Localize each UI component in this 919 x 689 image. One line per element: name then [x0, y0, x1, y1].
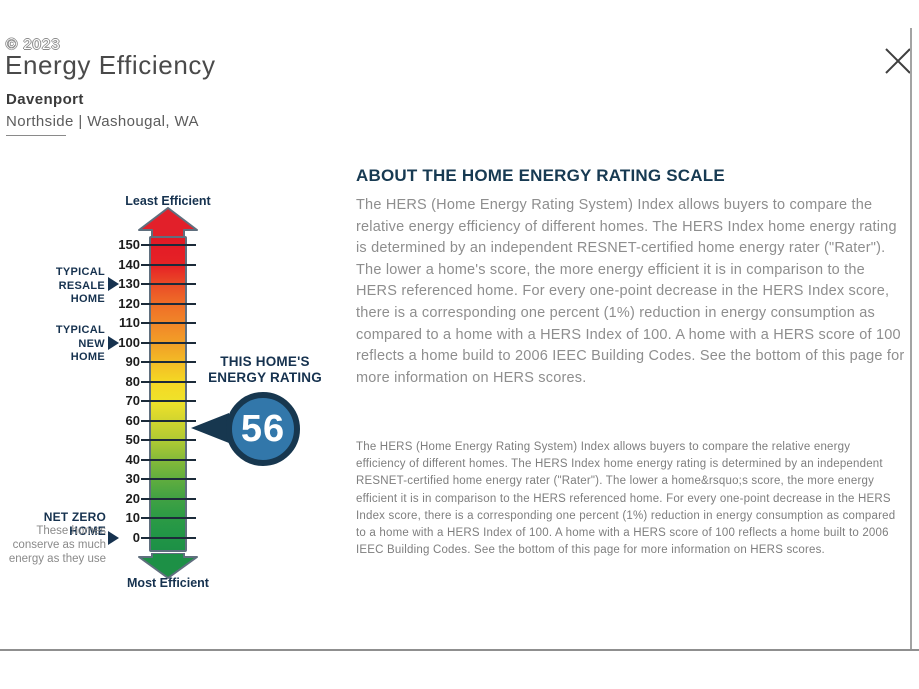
least-efficient-label: Least Efficient [125, 194, 211, 208]
tick-line [141, 400, 196, 403]
modal-right-border [910, 28, 912, 651]
rating-callout-tail-icon [191, 413, 229, 448]
tick-label: 90 [125, 354, 140, 370]
tick-label: 60 [125, 412, 140, 428]
home-rating-caption: THIS HOME'S ENERGY RATING [208, 354, 322, 385]
new-home-pointer-icon [108, 336, 119, 350]
tick-line [141, 497, 196, 500]
tick-label: 120 [118, 295, 140, 311]
tick-label: 80 [125, 373, 140, 389]
location-text: Northside | Washougal, WA [6, 113, 199, 130]
tick-line [141, 322, 196, 325]
tick-label: 150 [118, 237, 140, 252]
tick-line [141, 341, 196, 344]
close-icon [885, 48, 911, 74]
tick-line [141, 380, 196, 383]
about-paragraph: The HERS (Home Energy Rating System) Ind… [356, 197, 905, 386]
copyright-watermark: © 2023 [6, 36, 61, 53]
tick-line [141, 439, 196, 442]
tick-label: 50 [125, 432, 140, 448]
most-efficient-label: Most Efficient [127, 576, 209, 590]
tick-label: 140 [118, 256, 140, 272]
about-heading: ABOUT THE HOME ENERGY RATING SCALE [356, 166, 725, 185]
tick-label: 100 [118, 334, 140, 350]
typical-new-home-label: TYPICAL NEW HOME [55, 324, 105, 363]
modal-bottom-border [0, 649, 919, 651]
tick-label: 20 [125, 490, 140, 506]
tick-line [141, 283, 196, 286]
tick-label: 0 [132, 529, 140, 545]
tick-line [141, 478, 196, 481]
tick-line [141, 361, 196, 364]
rating-score-badge: 56 [226, 392, 300, 466]
rating-score-value: 56 [240, 407, 286, 450]
tick-line [141, 302, 196, 305]
tick-label: 10 [125, 510, 140, 526]
tick-line [141, 536, 196, 539]
location-underline [6, 135, 66, 136]
tick-label: 70 [125, 393, 140, 409]
community-name: Davenport [6, 91, 84, 108]
arrow-down-icon [137, 552, 199, 584]
tick-label: 40 [125, 451, 140, 467]
tick-line [141, 244, 196, 246]
about-paragraph-small: The HERS (Home Energy Rating System) Ind… [356, 441, 896, 557]
tick-line [141, 517, 196, 520]
net-zero-home-label: NET ZERO HOME [43, 510, 106, 538]
net-zero-pointer-icon [108, 531, 119, 545]
tick-line [141, 263, 196, 266]
typical-resale-home-label: TYPICAL RESALE HOME [55, 266, 105, 305]
tick-label: 130 [118, 276, 140, 292]
tick-label: 30 [125, 471, 140, 487]
net-zero-home-description: These homes conserve as much energy as t… [8, 525, 106, 565]
close-button[interactable] [882, 45, 914, 77]
tick-label: 110 [119, 315, 140, 331]
page-title: Energy Efficiency [5, 50, 216, 80]
tick-line [141, 458, 196, 461]
tick-line [141, 419, 196, 422]
resale-pointer-icon [108, 277, 119, 291]
